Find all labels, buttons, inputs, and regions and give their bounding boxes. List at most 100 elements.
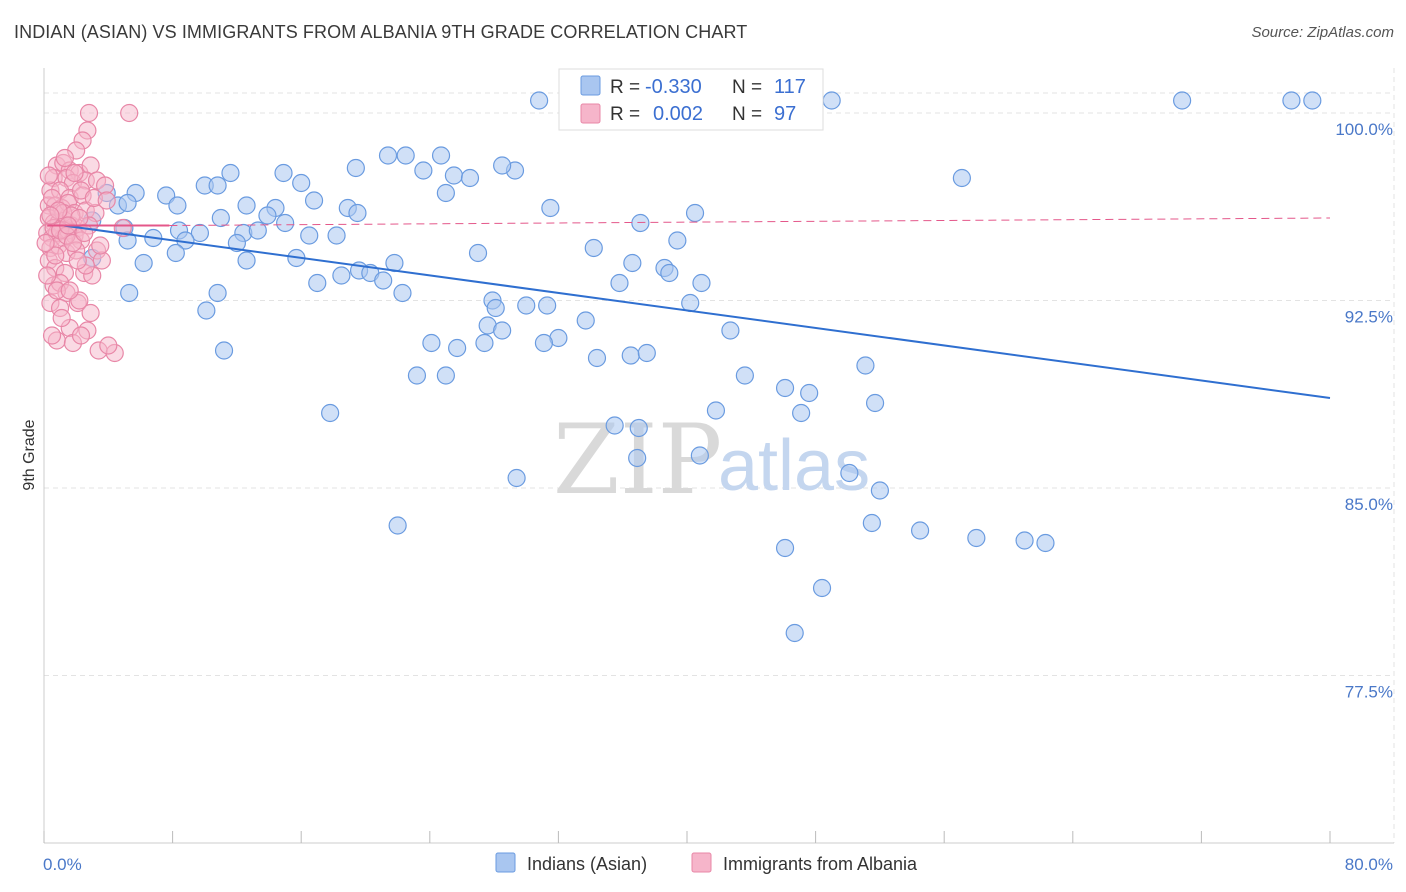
point-indians-asian xyxy=(475,333,494,353)
point-indians-asian xyxy=(208,176,227,195)
point-indians-asian xyxy=(623,253,642,273)
point-indians-asian xyxy=(822,91,841,110)
point-indians-asian xyxy=(118,193,137,213)
point-albania xyxy=(39,166,58,185)
point-indians-asian xyxy=(348,203,367,223)
point-indians-asian xyxy=(870,481,890,500)
point-indians-asian xyxy=(304,191,324,210)
point-indians-asian xyxy=(493,321,512,340)
point-indians-asian xyxy=(967,528,986,548)
point-indians-asian xyxy=(721,321,740,340)
point-indians-asian xyxy=(660,263,679,283)
point-indians-asian xyxy=(493,156,512,175)
point-albania xyxy=(41,206,60,225)
point-indians-asian xyxy=(584,238,603,258)
point-indians-asian xyxy=(865,393,885,413)
point-indians-asian xyxy=(190,223,210,243)
point-albania xyxy=(55,148,74,168)
point-albania xyxy=(71,326,91,345)
point-albania xyxy=(60,281,79,300)
point-indians-asian xyxy=(840,463,859,483)
stats-legend-frame xyxy=(558,68,824,131)
point-indians-asian xyxy=(393,283,412,303)
point-indians-asian xyxy=(388,516,407,535)
trend-lines xyxy=(47,217,1331,399)
point-indians-asian xyxy=(486,298,505,318)
legend-r-value-2: 0.002 xyxy=(653,103,703,125)
x-tick-label-min: 0.0% xyxy=(43,855,82,874)
point-indians-asian xyxy=(1173,91,1192,110)
point-albania xyxy=(79,103,99,123)
y-tick-label: 92.5% xyxy=(1345,308,1393,327)
point-indians-asian xyxy=(534,333,554,353)
point-indians-asian xyxy=(321,403,340,423)
point-indians-asian xyxy=(197,301,216,320)
point-indians-asian xyxy=(628,448,647,468)
point-albania xyxy=(120,103,139,123)
point-indians-asian xyxy=(327,226,346,245)
source-credit: Source: ZipAtlas.com xyxy=(1251,24,1394,41)
point-indians-asian xyxy=(800,383,819,403)
point-indians-asian xyxy=(792,403,811,423)
point-albania xyxy=(52,308,71,328)
point-indians-asian xyxy=(258,206,277,225)
legend-r-value-1: -0.330 xyxy=(645,76,702,98)
legend-r-label-2: R = xyxy=(610,104,640,125)
point-indians-asian xyxy=(681,293,700,313)
point-indians-asian xyxy=(407,366,427,385)
bottom-legend-label-indians: Indians (Asian) xyxy=(527,854,647,874)
y-tick-label: 85.0% xyxy=(1345,495,1393,514)
bottom-legend-label-albania: Immigrants from Albania xyxy=(723,854,918,874)
point-albania xyxy=(68,251,87,270)
point-indians-asian xyxy=(214,341,234,360)
point-albania xyxy=(38,266,57,285)
point-indians-asian xyxy=(621,346,640,365)
point-indians-asian xyxy=(396,146,415,165)
legend-swatch-albania xyxy=(580,103,601,124)
bottom-legend-swatch-albania xyxy=(691,852,712,873)
point-indians-asian xyxy=(414,161,433,180)
point-indians-asian xyxy=(637,343,656,363)
point-indians-asian xyxy=(785,623,804,643)
point-indians-asian xyxy=(1282,91,1301,110)
point-albania xyxy=(65,163,84,183)
point-indians-asian xyxy=(541,198,560,218)
point-indians-asian xyxy=(812,578,832,598)
point-indians-asian xyxy=(530,91,549,110)
point-indians-asian xyxy=(775,378,795,398)
point-indians-asian xyxy=(444,166,464,185)
point-albania xyxy=(46,246,65,265)
point-indians-asian xyxy=(1303,91,1322,110)
stats-legend: R = -0.330 N = 117 R = 0.002 N = 97 xyxy=(558,68,824,131)
point-indians-asian xyxy=(292,173,311,193)
point-indians-asian xyxy=(276,213,295,233)
point-indians-asian xyxy=(211,208,230,228)
point-indians-asian xyxy=(1015,531,1034,550)
point-albania xyxy=(81,303,100,323)
point-indians-asian xyxy=(706,401,726,420)
point-indians-asian xyxy=(436,183,455,203)
y-axis-title: 9th Grade xyxy=(21,419,38,490)
gridlines xyxy=(44,68,1395,843)
point-indians-asian xyxy=(300,226,319,245)
point-indians-asian xyxy=(422,333,441,353)
trend-line-albania-dashed xyxy=(169,217,1331,226)
point-indians-asian xyxy=(308,273,327,293)
point-indians-asian xyxy=(1036,533,1055,553)
point-indians-asian xyxy=(227,233,246,253)
point-indians-asian xyxy=(448,338,467,358)
point-indians-asian xyxy=(332,266,351,285)
point-indians-asian xyxy=(168,196,187,215)
bottom-legend-swatch-indians xyxy=(495,852,516,873)
point-indians-asian xyxy=(629,418,648,438)
point-albania xyxy=(36,233,55,253)
point-indians-asian xyxy=(692,273,711,293)
point-indians-asian xyxy=(120,283,139,303)
y-tick-label: 100.0% xyxy=(1335,120,1393,139)
point-indians-asian xyxy=(517,296,536,315)
legend-n-label-1: N = xyxy=(732,77,762,98)
point-albania xyxy=(97,191,116,210)
point-indians-asian xyxy=(610,273,629,293)
point-indians-asian xyxy=(208,283,227,303)
